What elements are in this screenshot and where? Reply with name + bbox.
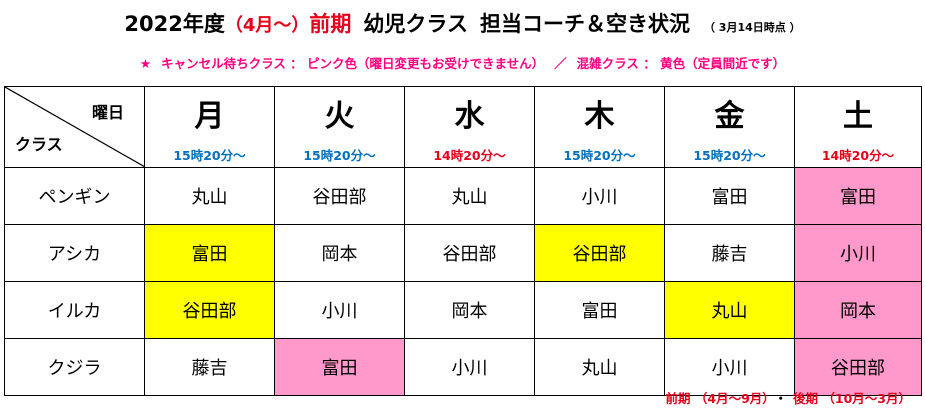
- table-cell: 谷田部: [534, 224, 665, 282]
- table-cell: 岡本: [274, 224, 405, 282]
- day-label: 火: [324, 98, 355, 134]
- table-cell: 丸山: [664, 281, 795, 339]
- table-cell: 小川: [274, 281, 405, 339]
- table-cell: 小川: [794, 224, 922, 282]
- day-label: 水: [454, 98, 485, 134]
- legend-separator: ／: [554, 56, 567, 71]
- day-header-sat: 土 14時20分～: [794, 86, 922, 168]
- table-cell: 谷田部: [144, 281, 275, 339]
- day-label: 金: [714, 98, 745, 134]
- title-subject: 担当コーチ＆空き状況: [479, 12, 690, 36]
- day-time: 14時20分～: [821, 147, 895, 163]
- second-term-label: 後期 （10月～3月）: [793, 391, 911, 406]
- day-time: 15時20分～: [303, 147, 376, 163]
- row-label: クジラ: [4, 338, 145, 396]
- corner-label-day: 曜日: [91, 103, 124, 122]
- table-cell: 富田: [534, 281, 665, 339]
- table-cell: 谷田部: [794, 338, 922, 396]
- day-label: 木: [584, 98, 615, 134]
- day-label: 土: [843, 98, 873, 134]
- corner-label-class: クラス: [15, 135, 63, 154]
- corner-diagonal: [5, 87, 145, 167]
- table-cell: 岡本: [794, 281, 922, 339]
- table-cell: 小川: [534, 167, 665, 225]
- row-label: アシカ: [4, 224, 145, 282]
- table-cell: 富田: [664, 167, 795, 225]
- table-cell: 谷田部: [404, 224, 535, 282]
- legend-busy: 混雑クラス ： 黄色（定員間近です）: [576, 56, 786, 71]
- day-time: 15時20分～: [173, 147, 246, 163]
- day-label: 月: [194, 98, 225, 134]
- title-year: 2022年度: [124, 12, 225, 36]
- table-cell: 富田: [274, 338, 405, 396]
- first-term-label: 前期 （4月～9月）: [665, 391, 769, 406]
- table-cell: 富田: [144, 224, 275, 282]
- title-as-of-date: （ 3月14日時点 ）: [703, 21, 801, 34]
- table-cell: 藤吉: [664, 224, 795, 282]
- page-title: 2022年度（4月～）前期 幼児クラス 担当コーチ＆空き状況 （ 3月14日時点 ）: [0, 8, 925, 38]
- footer-separator: ・: [774, 391, 788, 406]
- table-cell: 丸山: [144, 167, 275, 225]
- legend: ★ キャンセル待ちクラス ： ピンク色（曜日変更もお受けできません） ／ 混雑クラス …: [0, 53, 925, 72]
- table-cell: 丸山: [404, 167, 535, 225]
- row-label: ペンギン: [4, 167, 145, 225]
- day-time: 14時20分～: [433, 147, 506, 163]
- table-row: アシカ 富田 岡本 谷田部 谷田部 藤吉 小川: [4, 224, 922, 282]
- title-class-name: 幼児クラス: [363, 12, 468, 36]
- day-header-mon: 月 15時20分～: [144, 86, 275, 168]
- day-header-wed: 水 14時20分～: [404, 86, 535, 168]
- table-cell: 小川: [664, 338, 795, 396]
- table-cell: 岡本: [404, 281, 535, 339]
- table-row: ペンギン 丸山 谷田部 丸山 小川 富田 富田: [4, 167, 922, 225]
- title-term: 前期: [309, 12, 352, 36]
- title-months: （4月～）: [224, 15, 310, 36]
- day-time: 15時20分～: [563, 147, 636, 163]
- corner-cell: 曜日 クラス: [4, 86, 145, 168]
- row-label: イルカ: [4, 281, 145, 339]
- table-cell: 藤吉: [144, 338, 275, 396]
- day-time: 15時20分～: [693, 147, 766, 163]
- table-cell: 富田: [794, 167, 922, 225]
- table-row: クジラ 藤吉 富田 小川 丸山 小川 谷田部: [4, 338, 922, 396]
- star-icon: ★: [139, 56, 152, 71]
- schedule-table: 曜日 クラス 月 15時20分～ 火 15時20分～ 水 14時20分～ 木 15時20…: [4, 86, 922, 396]
- table-header-row: 曜日 クラス 月 15時20分～ 火 15時20分～ 水 14時20分～ 木 15時20…: [4, 86, 922, 168]
- table-row: イルカ 谷田部 小川 岡本 富田 丸山 岡本: [4, 281, 922, 339]
- table-cell: 小川: [404, 338, 535, 396]
- day-header-thu: 木 15時20分～: [534, 86, 665, 168]
- table-cell: 谷田部: [274, 167, 405, 225]
- legend-cancel-wait: キャンセル待ちクラス ： ピンク色（曜日変更もお受けできません）: [161, 56, 545, 71]
- day-header-tue: 火 15時20分～: [274, 86, 405, 168]
- day-header-fri: 金 15時20分～: [664, 86, 795, 168]
- term-footer: 前期 （4月～9月） ・後期 （10月～3月）: [666, 388, 911, 407]
- table-cell: 丸山: [534, 338, 665, 396]
